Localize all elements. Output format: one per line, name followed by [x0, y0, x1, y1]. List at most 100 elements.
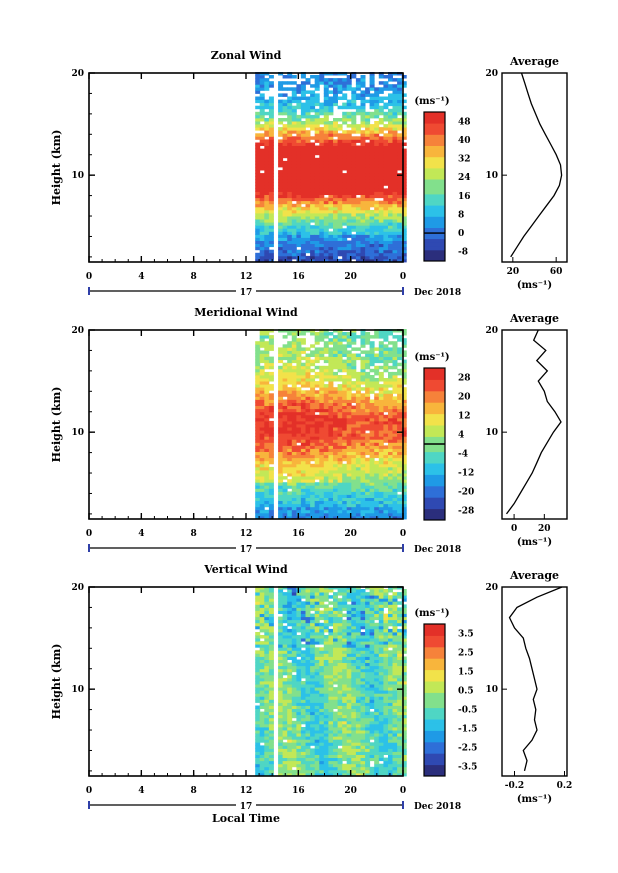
heatmap-cell [310, 754, 316, 758]
heatmap-cell [268, 442, 274, 446]
heatmap-cell [319, 690, 325, 694]
colorbar-segment [424, 208, 445, 213]
heatmap-cell [328, 430, 334, 434]
heatmap-cell [291, 408, 297, 413]
heatmap-cell [360, 111, 366, 116]
heatmap-cell [287, 622, 293, 627]
heatmap-cell [333, 243, 338, 248]
heatmap-cell [337, 151, 343, 156]
heatmap-cell [346, 414, 352, 419]
heatmap-cell [378, 240, 384, 244]
heatmap-cell [300, 470, 306, 474]
heatmap-cell [310, 693, 316, 697]
heatmap-cell [282, 408, 288, 413]
heatmap-cell [255, 160, 261, 165]
heatmap-cell [319, 742, 325, 746]
heatmap-cell [305, 249, 311, 254]
heatmap-cell [355, 353, 361, 357]
heatmap-cell [268, 252, 274, 257]
heatmap-cell [300, 206, 306, 211]
heatmap-cell [259, 216, 265, 220]
heatmap-cell [255, 619, 261, 624]
heatmap-cell [378, 182, 384, 186]
heatmap-cell [337, 476, 343, 480]
heatmap-cell [255, 384, 261, 388]
heatmap-cell [264, 641, 270, 645]
heatmap-cell [255, 182, 261, 186]
heatmap-cell [323, 705, 329, 709]
heatmap-cell [333, 677, 338, 682]
heatmap-cell [337, 365, 343, 370]
heatmap-cell [342, 509, 348, 514]
heatmap-cell [291, 436, 297, 440]
heatmap-cell [282, 730, 288, 734]
heatmap-cell [259, 512, 265, 517]
heatmap-cell [305, 399, 311, 403]
heatmap-cell [319, 736, 325, 740]
heatmap-cell [319, 757, 325, 762]
heatmap-cell [264, 717, 270, 722]
heatmap-cell [255, 420, 261, 425]
heatmap-cell [291, 466, 297, 471]
heatmap-cell [319, 216, 325, 220]
y-axis-label: Height (km) [50, 387, 63, 463]
heatmap-cell [255, 424, 261, 428]
colorbar-segment [424, 455, 445, 460]
heatmap-cell [259, 365, 265, 370]
heatmap-cell [346, 454, 352, 459]
heatmap-cell [328, 402, 334, 406]
heatmap-cell [255, 681, 261, 685]
heatmap-cell [323, 176, 329, 180]
heatmap-cell [333, 216, 338, 220]
heatmap-cell [333, 476, 338, 480]
heatmap-cell [300, 693, 306, 697]
heatmap-cell [374, 387, 380, 391]
heatmap-cell [392, 427, 398, 431]
heatmap-cell [401, 81, 407, 85]
heatmap-cell [392, 90, 398, 94]
heatmap-cell [305, 246, 311, 251]
heatmap-cell [323, 742, 329, 746]
heatmap-cell [319, 714, 325, 719]
heatmap-cell [296, 650, 302, 654]
heatmap-cell [296, 157, 302, 162]
heatmap-cell [333, 662, 338, 667]
heatmap-cell [397, 216, 403, 220]
heatmap-cell [378, 408, 384, 413]
heatmap-cell [300, 341, 306, 345]
heatmap-cell [259, 485, 265, 489]
heatmap-cell [282, 234, 288, 238]
heatmap-cell [337, 148, 343, 153]
heatmap-cell [360, 338, 366, 342]
heatmap-cell [287, 203, 293, 208]
heatmap-cell [360, 219, 366, 223]
heatmap-cell [255, 730, 261, 734]
heatmap-cell [337, 656, 343, 660]
heatmap-cell [282, 93, 288, 97]
heatmap-cell [323, 497, 329, 501]
heatmap-cell [282, 136, 288, 140]
heatmap-cell [388, 470, 393, 474]
heatmap-cell [300, 427, 306, 431]
heatmap-cell [305, 745, 311, 749]
heatmap-cell [333, 170, 338, 174]
heatmap-cell [296, 430, 302, 434]
heatmap-cell [319, 399, 325, 403]
heatmap-cell [401, 249, 407, 254]
heatmap-cell [291, 99, 297, 104]
colorbar-tick-label: -4 [458, 450, 468, 460]
heatmap-cell [378, 445, 384, 449]
heatmap-cell [255, 751, 261, 755]
heatmap-cell [323, 662, 329, 667]
heatmap-cell [337, 488, 343, 492]
heatmap-cell [401, 500, 407, 505]
heatmap-cell [268, 121, 274, 125]
heatmap-cell [337, 191, 343, 195]
heatmap-cell [268, 690, 274, 694]
heatmap-cell [369, 356, 375, 361]
heatmap-cell [268, 766, 274, 771]
heatmap-cell [337, 167, 343, 171]
heatmap-cell [255, 240, 261, 244]
heatmap-cell [291, 482, 297, 486]
heatmap-cell [328, 470, 334, 474]
